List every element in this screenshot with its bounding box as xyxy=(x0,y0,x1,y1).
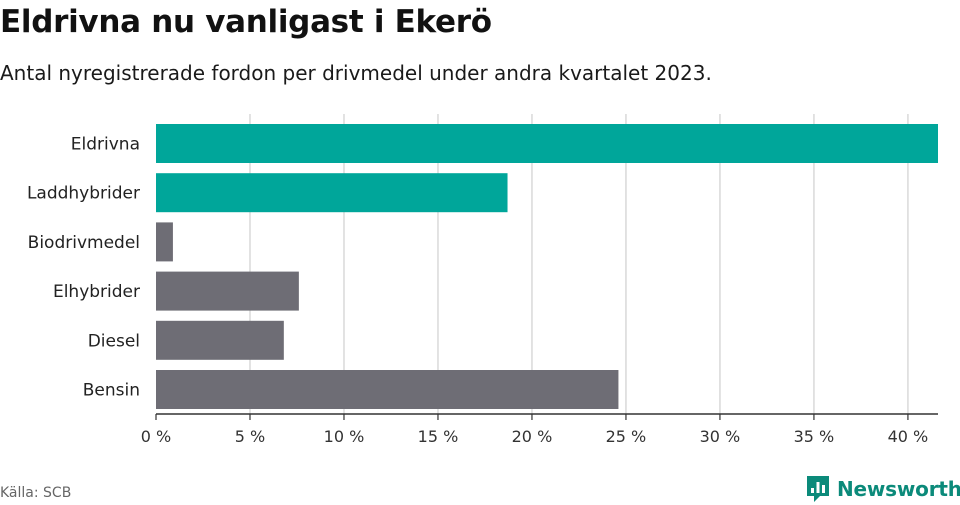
source-note: Källa: SCB xyxy=(0,485,72,501)
x-tick-label: 30 % xyxy=(700,427,741,446)
chart-subtitle: Antal nyregistrerade fordon per drivmede… xyxy=(0,61,712,85)
x-tick-label: 25 % xyxy=(606,427,647,446)
x-tick-label: 35 % xyxy=(794,427,835,446)
category-label: Biodrivmedel xyxy=(28,233,140,253)
bar xyxy=(156,370,619,409)
bar xyxy=(156,320,284,360)
category-label: Elhybrider xyxy=(53,282,140,302)
bars xyxy=(156,124,938,409)
chart-title: Eldrivna nu vanligast i Ekerö xyxy=(0,4,492,40)
x-tick-label: 5 % xyxy=(235,427,265,446)
bar xyxy=(156,222,173,262)
category-label: Bensin xyxy=(83,381,140,401)
bar xyxy=(156,271,299,311)
newsworthy-logo: Newsworthy xyxy=(805,474,960,504)
bar-chart: Eldrivna Laddhybrider Biodrivmedel Elhybrid… xyxy=(27,114,938,446)
x-tick-label: 0 % xyxy=(141,427,171,446)
x-tick-label: 10 % xyxy=(324,427,365,446)
x-tick-label: 20 % xyxy=(512,427,553,446)
category-labels: Eldrivna Laddhybrider Biodrivmedel Elhybrid… xyxy=(27,135,140,401)
x-tick-label: 15 % xyxy=(418,427,459,446)
brand-name: Newsworthy xyxy=(837,477,960,501)
bar xyxy=(156,124,938,163)
bar xyxy=(156,173,508,213)
gridlines xyxy=(249,114,909,414)
x-axis: 0 % 5 % 10 % 15 % 20 % 25 % 30 % 35 % 40 % xyxy=(141,413,938,446)
category-label: Diesel xyxy=(88,331,140,351)
newsworthy-logo-icon xyxy=(807,476,829,502)
category-label: Eldrivna xyxy=(71,135,140,155)
category-label: Laddhybrider xyxy=(27,184,140,204)
x-tick-label: 40 % xyxy=(888,427,929,446)
